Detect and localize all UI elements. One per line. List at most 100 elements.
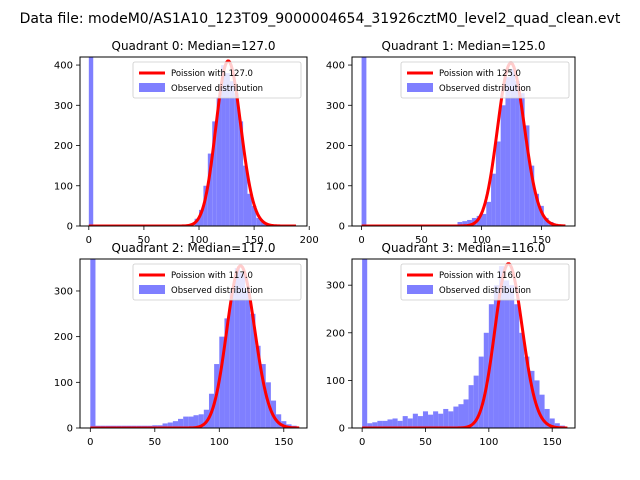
histogram-bar bbox=[260, 221, 266, 226]
histogram-bar bbox=[167, 422, 173, 428]
histogram-bar bbox=[387, 419, 393, 428]
x-tick-label: 50 bbox=[415, 235, 428, 246]
legend-label-observed: Observed distribution bbox=[439, 84, 531, 94]
legend-bar-swatch bbox=[407, 285, 433, 294]
histogram-bar bbox=[225, 73, 230, 226]
histogram-bar bbox=[245, 290, 251, 428]
histogram-bar bbox=[203, 409, 209, 428]
histogram-bar bbox=[212, 121, 217, 226]
histogram-bar bbox=[162, 423, 168, 428]
histogram-bar bbox=[247, 193, 252, 226]
histogram-bar bbox=[549, 418, 555, 428]
histogram-bar bbox=[529, 370, 535, 428]
histogram-bar bbox=[498, 266, 505, 428]
legend-label-observed: Observed distribution bbox=[171, 286, 263, 296]
histogram-bar bbox=[486, 201, 492, 226]
subplot-title: Quadrant 0: Median=127.0 bbox=[112, 39, 276, 53]
histogram-bar bbox=[239, 272, 246, 428]
histogram-bar bbox=[234, 93, 239, 226]
legend-label-observed: Observed distribution bbox=[439, 286, 531, 296]
y-tick-label: 300 bbox=[326, 101, 345, 112]
histogram-bar bbox=[509, 285, 515, 428]
y-tick-label: 200 bbox=[54, 141, 73, 152]
histogram-bar bbox=[544, 408, 550, 428]
y-tick-label: 200 bbox=[326, 328, 345, 339]
histogram-bar bbox=[463, 399, 469, 428]
histogram-bar bbox=[534, 193, 540, 226]
subplot-quadrant-1: 0 50 100 150 0 100 200 300 400 Poission with 125.… bbox=[326, 39, 576, 246]
histogram-bar bbox=[500, 105, 506, 226]
y-tick-label: 100 bbox=[54, 378, 73, 389]
x-tick-label: 150 bbox=[245, 235, 264, 246]
histogram-bar bbox=[519, 93, 525, 226]
y-tick-label: 300 bbox=[54, 286, 73, 297]
x-tick-label: 150 bbox=[543, 437, 562, 448]
x-tick-label: 50 bbox=[138, 235, 151, 246]
histogram-bar bbox=[478, 356, 484, 428]
histogram-bar bbox=[178, 418, 184, 428]
histogram-bar bbox=[554, 423, 560, 428]
subplot-title: Quadrant 1: Median=125.0 bbox=[382, 39, 546, 53]
subplot-title: Quadrant 3: Median=116.0 bbox=[382, 241, 546, 255]
histogram-bar bbox=[412, 413, 418, 428]
histogram-bar bbox=[219, 336, 225, 428]
histogram-bar bbox=[529, 165, 535, 226]
histogram-bar bbox=[377, 420, 383, 428]
legend-label-observed: Observed distribution bbox=[171, 84, 263, 94]
x-tick-label: 0 bbox=[358, 235, 364, 246]
histogram-bar bbox=[433, 411, 439, 428]
y-tick-label: 400 bbox=[54, 61, 73, 72]
histogram-bar bbox=[367, 423, 373, 428]
histogram-bar bbox=[90, 259, 96, 428]
legend-bar-swatch bbox=[139, 285, 165, 294]
histogram-bar bbox=[462, 221, 468, 226]
histogram-bar bbox=[243, 165, 248, 226]
y-tick-label: 0 bbox=[67, 222, 73, 233]
histogram-bar bbox=[382, 420, 388, 428]
histogram-bar bbox=[407, 418, 413, 428]
histogram-bar bbox=[255, 345, 261, 428]
histogram-bar bbox=[198, 414, 204, 428]
histogram-bar bbox=[402, 416, 408, 428]
y-tick-label: 300 bbox=[54, 101, 73, 112]
histogram-bar bbox=[504, 280, 510, 428]
x-tick-label: 150 bbox=[532, 235, 551, 246]
histogram-bar bbox=[203, 185, 208, 226]
histogram-bar bbox=[476, 215, 482, 226]
histogram-bar bbox=[453, 406, 459, 428]
x-tick-label: 0 bbox=[86, 235, 92, 246]
histogram-bar bbox=[493, 285, 499, 428]
legend: Poission with 116.0 Observed distribution bbox=[400, 263, 570, 301]
axes-frame bbox=[351, 258, 576, 429]
x-tick-label: 100 bbox=[210, 437, 229, 448]
legend-box bbox=[132, 61, 302, 99]
poisson-curve-line bbox=[88, 59, 297, 226]
histogram-bar bbox=[457, 221, 463, 226]
histogram-bar bbox=[458, 404, 464, 428]
legend-bar-swatch bbox=[139, 83, 165, 92]
axes-frame bbox=[79, 258, 308, 429]
histogram-bar bbox=[224, 318, 230, 428]
axes-frame bbox=[79, 56, 308, 227]
x-tick-label: 0 bbox=[359, 437, 365, 448]
y-tick-label: 200 bbox=[326, 141, 345, 152]
y-tick-label: 100 bbox=[326, 376, 345, 387]
histogram-bar bbox=[488, 304, 494, 428]
histogram-bar bbox=[539, 394, 545, 428]
histogram-bar bbox=[207, 153, 213, 226]
figure-title: Data file: modeM0/AS1A10_123T09_90000046… bbox=[20, 11, 621, 27]
histogram-bar bbox=[539, 205, 544, 226]
histogram-bar bbox=[193, 415, 199, 428]
histogram-bar bbox=[362, 259, 368, 428]
histogram-bar bbox=[256, 217, 261, 226]
histogram-bar bbox=[229, 290, 235, 428]
histogram-bar bbox=[515, 81, 520, 226]
histogram-bar bbox=[422, 411, 429, 428]
histogram-bar bbox=[361, 57, 367, 226]
y-tick-label: 100 bbox=[326, 181, 345, 192]
histogram-bar bbox=[481, 213, 487, 226]
legend-box bbox=[400, 61, 570, 99]
y-tick-label: 400 bbox=[326, 61, 345, 72]
legend: Poission with 127.0 Observed distribution bbox=[132, 61, 302, 99]
histogram-bar bbox=[495, 141, 501, 226]
